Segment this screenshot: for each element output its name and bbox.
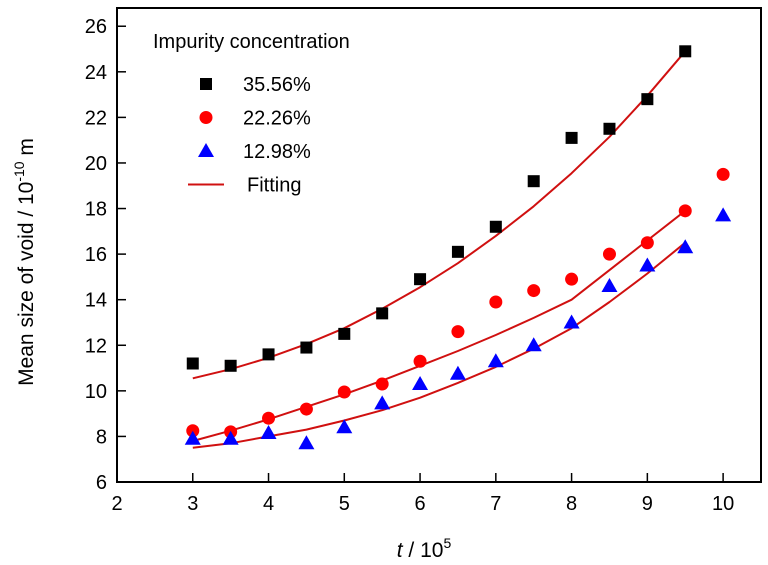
data-point-triangle — [525, 337, 542, 352]
data-point-triangle — [260, 425, 277, 440]
x-tick-label: 2 — [111, 493, 122, 515]
plot-frame — [116, 7, 762, 483]
x-tick-label: 5 — [339, 493, 350, 515]
data-point-square — [262, 348, 275, 361]
y-axis-title-text: Mean size of void / 10 — [15, 182, 38, 386]
data-point-square — [300, 341, 313, 354]
data-point-square — [565, 131, 578, 144]
x-axis-title-text: / 10 — [403, 539, 444, 562]
y-tick-label: 16 — [85, 244, 107, 266]
legend-label: 12.98% — [243, 141, 311, 163]
x-tick-label: 7 — [490, 493, 501, 515]
data-point-triangle — [374, 395, 391, 410]
y-tick-label: 10 — [85, 381, 107, 403]
x-axis-title-sup: 5 — [443, 535, 451, 551]
x-tick-label: 9 — [642, 493, 653, 515]
data-point-square — [603, 122, 616, 135]
data-point-triangle — [184, 430, 201, 445]
data-point-triangle — [677, 239, 694, 254]
x-axis-title: t / 105 — [397, 535, 452, 562]
data-point-circle — [413, 354, 427, 368]
y-tick-label: 22 — [85, 107, 107, 129]
data-point-square — [414, 273, 427, 286]
data-point-circle — [640, 236, 654, 250]
data-point-triangle — [601, 278, 618, 293]
data-point-square — [679, 45, 692, 58]
x-tick-label: 6 — [414, 493, 425, 515]
data-point-triangle — [222, 430, 239, 445]
fit-line — [192, 50, 686, 380]
data-point-circle — [451, 325, 465, 339]
legend-marker-square — [200, 78, 212, 90]
data-point-circle — [489, 295, 503, 309]
y-axis-title-unit: m — [15, 138, 38, 161]
y-tick-label: 12 — [85, 335, 107, 357]
data-point-square — [527, 175, 540, 188]
y-tick-label: 26 — [85, 16, 107, 38]
y-tick-label: 18 — [85, 199, 107, 221]
y-tick-label: 6 — [96, 472, 107, 494]
data-point-circle — [565, 272, 579, 286]
legend-title: Impurity concentration — [153, 31, 350, 53]
y-axis: 6 8 10 12 14 16 18 20 22 24 26 — [85, 16, 126, 494]
data-point-circle — [375, 377, 389, 391]
data-point-triangle — [449, 365, 466, 380]
data-point-triangle — [563, 314, 580, 329]
data-point-square — [186, 357, 199, 370]
x-axis: 2 3 4 5 6 7 8 9 10 — [111, 473, 734, 515]
data-point-triangle — [639, 257, 656, 272]
data-point-triangle — [336, 419, 353, 434]
y-tick-label: 20 — [85, 153, 107, 175]
x-tick-label: 10 — [712, 493, 734, 515]
data-point-circle — [678, 204, 692, 218]
fit-line — [192, 210, 686, 442]
y-axis-title: Mean size of void / 10-10 m — [11, 138, 38, 386]
data-point-triangle — [487, 353, 504, 368]
data-points — [184, 45, 732, 450]
data-point-square — [451, 245, 464, 258]
y-tick-label: 24 — [85, 62, 107, 84]
x-axis-title-italic: t — [397, 539, 404, 562]
data-point-circle — [716, 167, 730, 181]
fit-line — [192, 241, 686, 449]
data-point-circle — [299, 402, 313, 416]
data-point-triangle — [715, 207, 732, 222]
legend: Impurity concentration 35.56% 22.26% 12.98… — [153, 31, 350, 197]
x-tick-label: 3 — [187, 493, 198, 515]
legend-label: 22.26% — [243, 108, 311, 130]
legend-label: 35.56% — [243, 74, 311, 96]
data-point-square — [489, 220, 502, 233]
data-point-circle — [262, 411, 276, 425]
x-tick-label: 8 — [566, 493, 577, 515]
legend-marker-triangle — [198, 143, 214, 157]
data-point-triangle — [298, 435, 315, 450]
x-tick-label: 4 — [263, 493, 274, 515]
y-tick-label: 8 — [96, 426, 107, 448]
data-point-circle — [602, 247, 616, 261]
data-point-circle — [527, 284, 541, 298]
data-point-square — [376, 307, 389, 320]
data-point-square — [224, 359, 237, 372]
y-tick-label: 14 — [85, 290, 107, 312]
legend-marker-circle — [199, 111, 213, 124]
data-point-square — [338, 327, 351, 340]
legend-label: Fitting — [247, 175, 301, 197]
y-axis-title-sup: -10 — [11, 161, 27, 181]
data-point-circle — [337, 385, 351, 399]
data-point-square — [641, 93, 654, 106]
data-point-triangle — [412, 376, 429, 391]
